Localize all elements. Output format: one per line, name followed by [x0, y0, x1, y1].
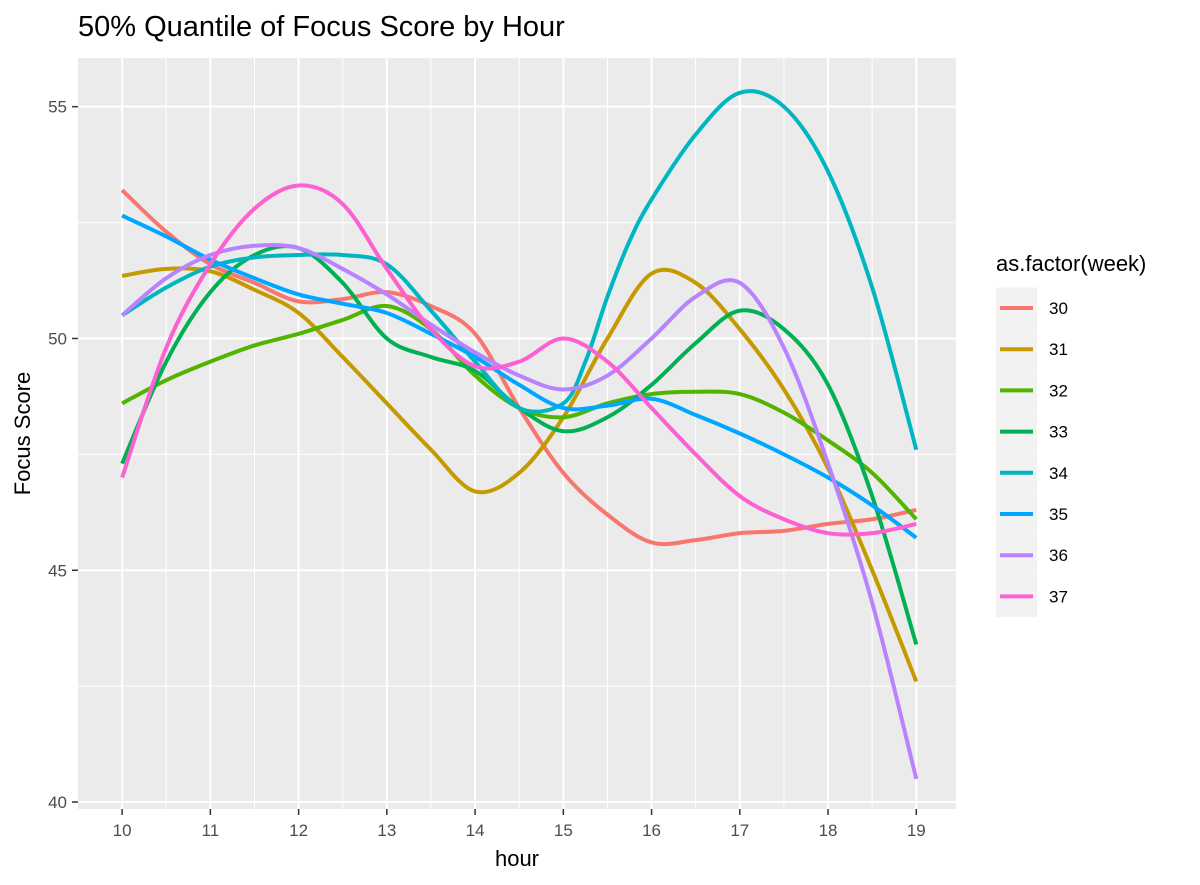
x-tick-label: 14 — [466, 821, 485, 840]
legend-item-week-31: 31 — [996, 328, 1068, 370]
y-axis-title: Focus Score — [10, 372, 35, 496]
x-tick-label: 15 — [554, 821, 573, 840]
legend-label: 33 — [1049, 423, 1068, 442]
x-axis-title: hour — [495, 846, 539, 871]
legend-label: 35 — [1049, 505, 1068, 524]
legend-item-week-34: 34 — [996, 452, 1068, 494]
legend-item-week-37: 37 — [996, 575, 1068, 617]
x-tick-label: 13 — [377, 821, 396, 840]
chart-title: 50% Quantile of Focus Score by Hour — [78, 11, 565, 43]
legend-label: 32 — [1049, 381, 1068, 400]
legend-item-week-30: 30 — [996, 287, 1068, 329]
series-lines — [120, 89, 919, 780]
legend-title: as.factor(week) — [996, 251, 1146, 276]
x-tick-label: 10 — [113, 821, 132, 840]
legend-label: 30 — [1049, 299, 1068, 318]
x-tick-label: 12 — [289, 821, 308, 840]
y-tick-label: 50 — [48, 329, 67, 348]
y-axis: 40 45 50 55 — [48, 98, 78, 812]
x-axis: 10 11 12 13 14 15 16 17 18 19 — [113, 809, 926, 840]
x-tick-label: 16 — [642, 821, 661, 840]
x-tick-label: 17 — [730, 821, 749, 840]
x-tick-label: 18 — [819, 821, 838, 840]
series-line-week-31 — [121, 266, 919, 683]
legend-items: 30 31 32 33 34 35 36 37 — [996, 287, 1068, 617]
y-tick-label: 40 — [48, 793, 67, 812]
legend-item-week-33: 33 — [996, 411, 1068, 453]
legend-label: 37 — [1049, 587, 1068, 606]
legend-label: 31 — [1049, 340, 1068, 359]
legend-label: 36 — [1049, 546, 1068, 565]
x-tick-label: 19 — [907, 821, 926, 840]
series-line-week-37 — [120, 183, 917, 537]
series-line-week-35 — [121, 213, 918, 540]
minor-gridlines — [78, 58, 956, 809]
x-tick-label: 11 — [202, 821, 220, 840]
legend-item-week-36: 36 — [996, 534, 1068, 576]
legend: as.factor(week) 30 31 32 33 34 35 36 37 — [996, 251, 1146, 617]
y-tick-label: 45 — [48, 561, 67, 580]
y-tick-label: 55 — [48, 98, 67, 117]
major-gridlines — [78, 58, 956, 809]
legend-label: 34 — [1049, 464, 1068, 483]
legend-item-week-32: 32 — [996, 369, 1068, 411]
series-line-week-36 — [120, 242, 919, 780]
legend-item-week-35: 35 — [996, 493, 1068, 535]
